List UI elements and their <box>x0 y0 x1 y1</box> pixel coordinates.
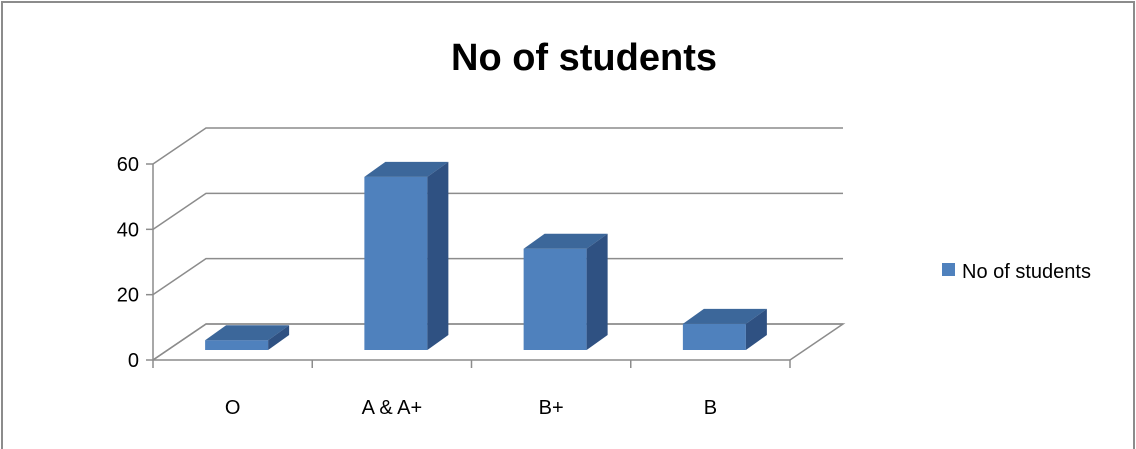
bar-front-face <box>364 176 428 350</box>
gridline <box>152 323 843 361</box>
x-axis-category-labels: O A & A+ B+ B <box>225 397 717 419</box>
y-tick-label: 40 <box>117 219 139 241</box>
bar-top-face <box>364 161 449 177</box>
chart-title: No of students <box>451 37 717 79</box>
gridline <box>152 127 843 165</box>
gridline <box>152 257 843 296</box>
bar-front-face <box>682 323 746 350</box>
x-category-label: O <box>225 397 241 419</box>
bar <box>682 308 767 350</box>
bar-side-face <box>427 161 449 350</box>
bar-top-face <box>682 308 767 324</box>
gridlines <box>152 127 843 361</box>
bar-top-face <box>205 325 290 341</box>
bars <box>205 161 767 350</box>
bar-side-face <box>745 308 767 350</box>
bar-top-face <box>523 233 608 249</box>
legend-label: No of students <box>962 261 1091 283</box>
x-category-label: B+ <box>539 397 564 419</box>
bar-front-face <box>205 340 269 350</box>
bar-side-face <box>586 233 608 350</box>
gridline <box>152 192 843 230</box>
y-tick-label: 60 <box>117 154 139 176</box>
bar <box>364 161 449 350</box>
x-category-label: B <box>704 397 717 419</box>
legend-swatch <box>942 263 955 276</box>
x-category-label: A & A+ <box>362 397 423 419</box>
y-tick-label: 20 <box>117 285 139 307</box>
bar-side-face <box>268 325 290 350</box>
y-tick-label: 0 <box>128 350 139 372</box>
bar <box>523 233 608 350</box>
axes <box>146 163 791 368</box>
bar-front-face <box>523 248 587 350</box>
bar <box>205 325 290 350</box>
legend: No of students <box>942 261 1091 283</box>
y-axis-tick-labels: 0 20 40 60 <box>117 154 139 372</box>
